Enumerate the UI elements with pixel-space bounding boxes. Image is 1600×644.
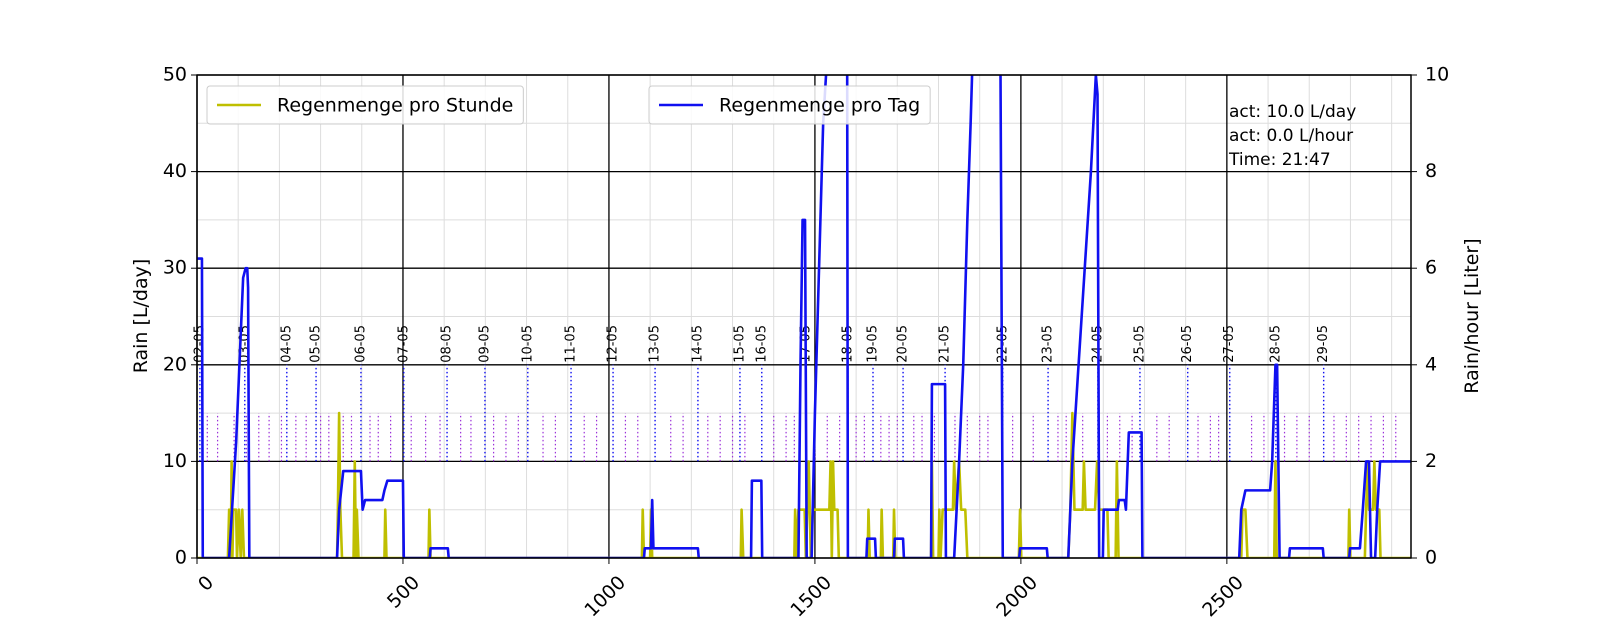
day-label: 02-05 bbox=[192, 325, 207, 363]
day-label: 05-05 bbox=[309, 325, 324, 363]
day-label: 19-05 bbox=[866, 325, 881, 363]
series-line bbox=[197, 75, 1411, 558]
x-tick-label: 1000 bbox=[580, 572, 630, 622]
y-tick-label: 30 bbox=[163, 257, 187, 279]
plot-frame bbox=[196, 74, 1412, 559]
day-label: 21-05 bbox=[938, 325, 953, 363]
y-tick-label: 0 bbox=[175, 547, 187, 569]
y2-tick-label: 4 bbox=[1425, 353, 1437, 375]
day-label: 23-05 bbox=[1041, 325, 1056, 363]
x-tick-label: 500 bbox=[383, 572, 424, 613]
plot-area bbox=[197, 75, 1411, 558]
x-tick-label: 2000 bbox=[992, 572, 1042, 622]
day-label: 14-05 bbox=[690, 325, 705, 363]
annotation: Time: 21:47 bbox=[1228, 150, 1331, 170]
day-label: 20-05 bbox=[896, 325, 911, 363]
day-label: 27-05 bbox=[1222, 325, 1237, 363]
y2-tick-label: 2 bbox=[1425, 450, 1437, 472]
day-label: 12-05 bbox=[606, 325, 621, 363]
day-label: 15-05 bbox=[732, 325, 747, 363]
y-axis-label: Rain [L/day] bbox=[130, 259, 152, 374]
y2-axis-label: Rain/hour [Liter] bbox=[1461, 238, 1483, 393]
day-label: 25-05 bbox=[1132, 325, 1147, 363]
y-tick-label: 10 bbox=[163, 450, 187, 472]
day-label: 11-05 bbox=[564, 325, 579, 363]
y-tick-label: 40 bbox=[163, 160, 187, 182]
series-line bbox=[197, 411, 1411, 558]
y-tick-label: 50 bbox=[163, 64, 187, 86]
legend-label: Regenmenge pro Tag bbox=[719, 95, 920, 117]
legend-label: Regenmenge pro Stunde bbox=[277, 95, 513, 117]
y2-tick-label: 8 bbox=[1425, 160, 1437, 182]
legend-box bbox=[206, 85, 524, 125]
x-tick-label: 0 bbox=[194, 572, 218, 596]
day-label: 16-05 bbox=[754, 325, 769, 363]
annotation: act: 0.0 L/hour bbox=[1229, 126, 1353, 146]
y2-tick-label: 6 bbox=[1425, 257, 1437, 279]
day-label: 09-05 bbox=[477, 325, 492, 363]
y2-tick-label: 0 bbox=[1425, 547, 1437, 569]
x-tick-label: 2500 bbox=[1198, 572, 1248, 622]
day-label: 08-05 bbox=[440, 325, 455, 363]
day-label: 10-05 bbox=[520, 325, 535, 363]
x-tick-label: 1500 bbox=[786, 572, 836, 622]
y2-tick-label: 10 bbox=[1425, 64, 1449, 86]
y-tick-label: 20 bbox=[163, 353, 187, 375]
day-label: 06-05 bbox=[353, 325, 368, 363]
day-label: 29-05 bbox=[1316, 325, 1331, 363]
annotation: act: 10.0 L/day bbox=[1229, 102, 1356, 122]
day-label: 07-05 bbox=[396, 325, 411, 363]
day-label: 04-05 bbox=[279, 325, 294, 363]
day-label: 28-05 bbox=[1268, 325, 1283, 363]
day-label: 13-05 bbox=[648, 325, 663, 363]
day-label: 26-05 bbox=[1180, 325, 1195, 363]
legend-box bbox=[648, 85, 931, 125]
